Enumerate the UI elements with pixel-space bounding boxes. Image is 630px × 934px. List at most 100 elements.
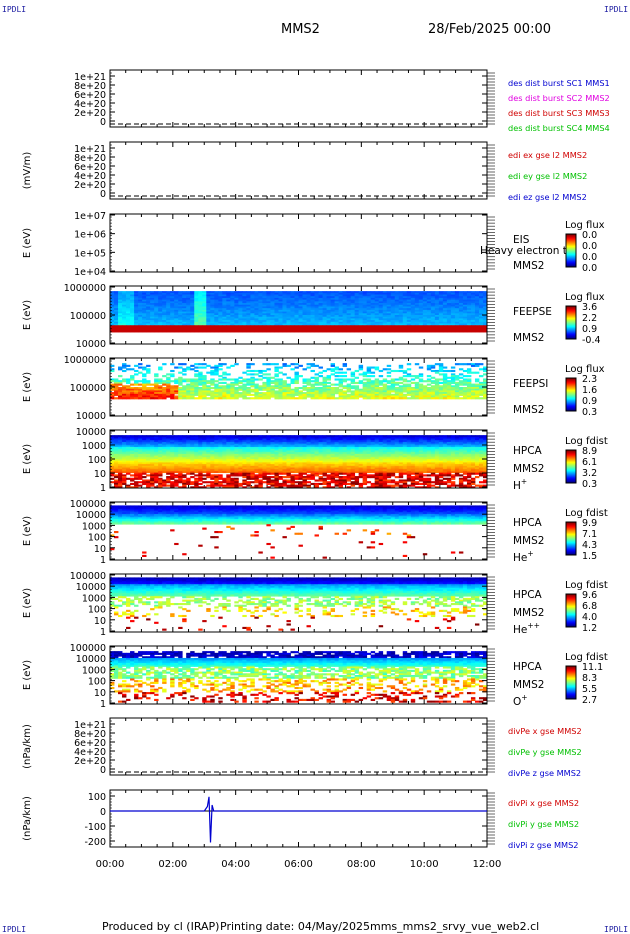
spectrogram-cell <box>458 309 464 312</box>
spectrogram-cell <box>410 325 416 328</box>
spectrogram-cell <box>378 390 384 393</box>
spectrogram-cell <box>282 440 287 443</box>
spectrogram-cell <box>238 309 243 312</box>
spectrogram-cell <box>110 297 115 301</box>
spectrogram-cell <box>110 387 115 390</box>
spectrogram-cell <box>118 387 123 390</box>
spectrogram-cell <box>134 308 139 311</box>
spectrogram-cell <box>174 294 179 297</box>
spectrogram-cell <box>202 330 207 333</box>
spectrogram-cell <box>250 445 255 448</box>
spectrogram-cell <box>154 294 159 297</box>
spectrogram-cell <box>278 393 283 396</box>
spectrogram-cell <box>442 376 448 379</box>
spectrogram-cell <box>174 380 179 383</box>
spectrogram-cell <box>394 328 400 331</box>
spectrogram-cell <box>182 308 187 311</box>
spectrogram-cell <box>234 299 239 302</box>
spectrogram-cell <box>274 303 279 306</box>
spectrogram-cell <box>270 441 275 445</box>
spectrogram-cell <box>330 368 335 371</box>
spectrogram-cell <box>454 325 460 328</box>
spectrogram-cell <box>342 299 348 302</box>
spectrogram-cell <box>338 378 344 381</box>
spectrogram-cell <box>298 393 303 396</box>
spectrogram-cell <box>258 304 263 307</box>
spectrogram-cell <box>282 438 287 441</box>
spectrogram-cell <box>442 297 448 301</box>
spectrogram-cell <box>466 320 472 323</box>
spectrogram-cell <box>242 299 247 302</box>
spectrogram-cell <box>158 292 163 295</box>
spectrogram-cell <box>126 435 131 438</box>
spectrogram-cell <box>230 326 235 330</box>
spectrogram-cell <box>302 316 307 319</box>
spectrogram-cell <box>122 443 127 446</box>
spectrogram-cell <box>386 393 392 396</box>
spectrogram-cell <box>478 328 484 331</box>
spectrogram-cell <box>302 385 307 388</box>
spectrogram-cell <box>254 301 259 304</box>
spectrogram-cell <box>434 318 440 321</box>
spectrogram-cell <box>298 328 303 331</box>
spectrogram-cell <box>410 390 416 393</box>
spectrogram-cell <box>294 371 299 374</box>
spectrogram-cell <box>326 309 331 312</box>
spectrogram-cell <box>382 323 388 326</box>
spectrogram-cell <box>226 373 231 376</box>
spectrogram-cell <box>118 304 123 307</box>
spectrogram-cell <box>242 385 247 388</box>
spectrogram-cell <box>482 315 488 318</box>
spectrogram-cell <box>326 328 331 331</box>
spectrogram-cell <box>358 320 364 323</box>
spectrogram-cell <box>474 294 480 297</box>
spectrogram-cell <box>110 447 115 450</box>
spectrogram-cell <box>322 388 327 391</box>
spectrogram-cell <box>150 308 155 311</box>
spectrogram-cell <box>402 447 408 450</box>
spectrogram-cell <box>194 304 199 307</box>
spectrogram-cell <box>398 321 404 324</box>
spectrogram-cell <box>238 306 243 309</box>
spectrogram-cell <box>286 438 291 441</box>
spectrogram-cell <box>366 328 372 331</box>
spectrogram-cell <box>158 330 163 333</box>
spectrogram-cell <box>318 306 323 309</box>
spectrogram-cell <box>322 376 327 379</box>
spectrogram-cell <box>442 308 448 311</box>
spectrogram-cell <box>466 375 472 378</box>
spectrogram-cell <box>470 438 476 441</box>
spectrogram-cell <box>158 445 163 448</box>
spectrogram-cell <box>210 440 215 443</box>
spectrogram-cell <box>350 326 356 330</box>
spectrogram-cell <box>310 301 315 304</box>
spectrogram-cell <box>470 323 476 326</box>
spectrogram-cell <box>390 321 396 324</box>
spectrogram-cell <box>178 303 183 306</box>
spectrogram-cell <box>210 321 215 324</box>
spectrogram-cell <box>374 440 380 443</box>
spectrogram-cell <box>390 308 396 311</box>
spectrogram-cell <box>166 330 171 333</box>
spectrogram-cell <box>402 294 408 297</box>
spectrogram-cell <box>230 297 235 301</box>
spectrogram-cell <box>442 292 448 295</box>
colorbar-cell <box>566 251 576 254</box>
spectrogram-cell <box>474 313 480 316</box>
spectrogram-cell <box>270 376 275 379</box>
spectrogram-cell <box>306 321 311 324</box>
spectrogram-cell <box>418 321 424 324</box>
spectrogram-cell <box>414 441 420 445</box>
spectrogram-cell <box>466 292 472 295</box>
spectrogram-cell <box>166 435 171 438</box>
spectrogram-cell <box>458 323 464 326</box>
spectrogram-cell <box>410 393 416 396</box>
spectrogram-cell <box>166 395 171 398</box>
spectrogram-cell <box>338 294 344 297</box>
spectrogram-cell <box>334 308 340 311</box>
spectrogram-cell <box>322 435 327 438</box>
spectrogram-cell <box>210 291 215 294</box>
spectrogram-cell <box>226 388 231 391</box>
spectrogram-cell <box>166 325 171 328</box>
spectrogram-cell <box>234 321 239 324</box>
